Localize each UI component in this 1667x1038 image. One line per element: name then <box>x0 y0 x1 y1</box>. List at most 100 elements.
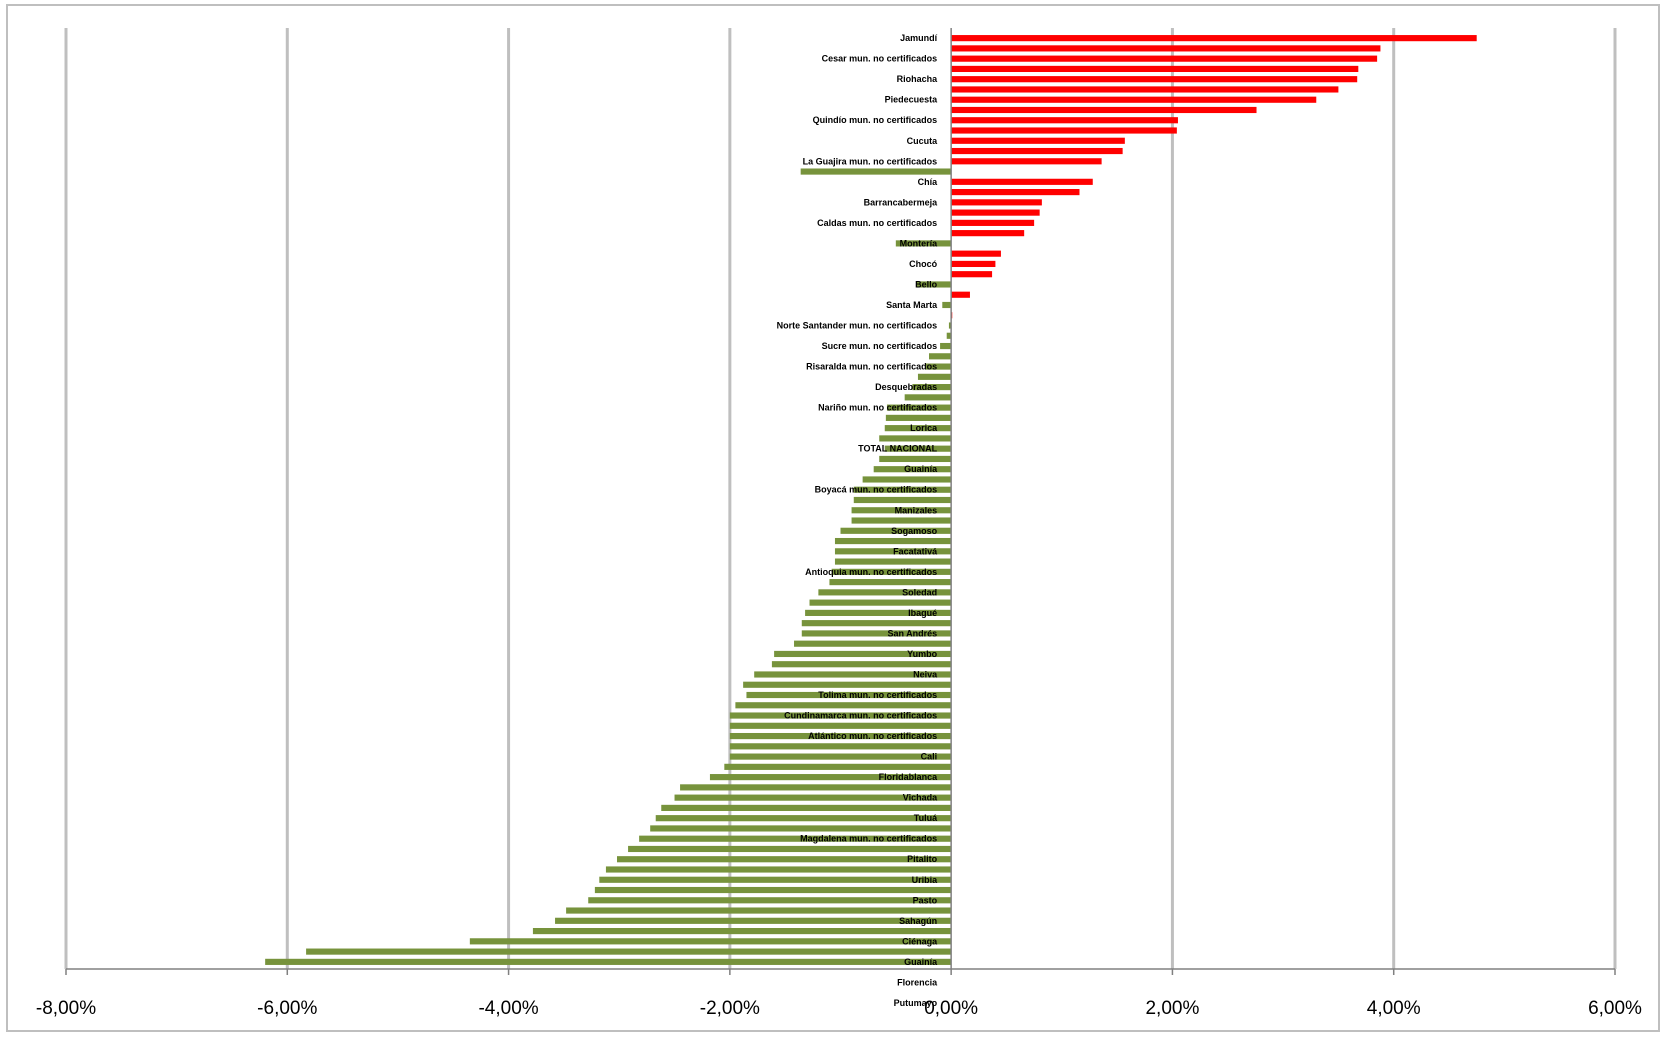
category-label: Cali <box>921 752 938 762</box>
bar <box>946 332 952 339</box>
bar <box>853 496 952 504</box>
category-label: Atlántico mun. no certificados <box>808 731 937 741</box>
category-label: Neiva <box>913 669 938 679</box>
bar <box>674 794 952 801</box>
category-label: Desquebradas <box>875 382 937 392</box>
category-label: Montería <box>900 238 938 248</box>
bar <box>566 907 952 914</box>
bar <box>951 35 1477 42</box>
bar <box>885 414 952 421</box>
category-label: Sucre mun. no certificados <box>822 341 938 351</box>
bar <box>605 866 952 873</box>
bar <box>951 117 1178 124</box>
category-label: Putumayo <box>894 998 938 1008</box>
bar <box>951 106 1257 114</box>
x-tick-label: -4,00% <box>478 998 538 1019</box>
category-label: Ciénaga <box>902 936 938 946</box>
bar <box>829 579 952 586</box>
category-label: Risaralda mun. no certificados <box>806 362 937 372</box>
category-label: Floridablanca <box>879 772 939 782</box>
bar <box>904 394 952 401</box>
bar <box>940 342 952 350</box>
gridlines <box>64 28 1617 969</box>
category-label: Bello <box>915 279 938 289</box>
bar <box>884 425 952 432</box>
bar <box>800 168 952 175</box>
category-label: Magdalena mun. no certificados <box>800 834 937 844</box>
bar <box>951 209 1040 216</box>
bars <box>265 35 1477 965</box>
category-labels: Jamundí Cesar mun. no certificados Riohach… <box>777 33 939 1008</box>
category-label: Sahagún <box>899 916 937 926</box>
category-label: Nariño mun. no certificados <box>818 403 937 413</box>
bar <box>951 96 1317 103</box>
category-label: Cundinamarca mun. no certificados <box>784 711 937 721</box>
bar <box>879 435 952 442</box>
bar <box>801 620 952 627</box>
category-label: Manizales <box>895 505 938 515</box>
bar <box>951 260 996 268</box>
bar <box>754 671 952 678</box>
category-label: Piedecuesta <box>885 95 939 105</box>
bar <box>951 219 1035 226</box>
category-label: Cesar mun. no certificados <box>822 54 938 64</box>
category-label: Uribia <box>912 875 939 885</box>
bar <box>639 835 952 842</box>
bar <box>532 927 952 935</box>
bar <box>917 373 952 380</box>
bar <box>834 548 952 555</box>
bar <box>951 55 1378 62</box>
bar <box>743 681 952 688</box>
bar <box>805 609 952 616</box>
bar <box>555 917 952 924</box>
bar <box>801 630 952 637</box>
category-label: La Guajira mun. no certificados <box>803 156 938 166</box>
x-tick-label: 0,00% <box>924 998 978 1019</box>
bar <box>951 76 1358 83</box>
axes <box>65 28 1616 975</box>
bar <box>469 938 952 945</box>
bar <box>746 691 952 699</box>
category-label: Soledad <box>902 587 937 597</box>
bar <box>951 45 1381 52</box>
bar <box>735 702 952 709</box>
bar <box>774 650 952 658</box>
category-label: Guainía <box>904 957 938 967</box>
category-label: Riohacha <box>897 74 939 84</box>
category-label: Lorica <box>910 423 938 433</box>
bar <box>951 86 1339 93</box>
bar <box>831 568 952 575</box>
category-label: Tuluá <box>914 813 938 823</box>
category-label: San Andrés <box>887 628 937 638</box>
x-tick-label: 4,00% <box>1367 998 1421 1019</box>
bar <box>873 466 952 473</box>
x-tick-label: -8,00% <box>36 998 96 1019</box>
category-label: Vichada <box>903 793 938 803</box>
x-tick-label: -2,00% <box>700 998 760 1019</box>
category-label: Norte Santander mun. no certificados <box>777 321 938 331</box>
bar <box>834 558 952 565</box>
bar <box>879 455 952 463</box>
bar <box>951 250 1001 257</box>
category-label: Yumbo <box>907 649 938 659</box>
category-label: Caldas mun. no certificados <box>817 218 937 228</box>
bar <box>851 517 952 524</box>
bar <box>884 445 952 452</box>
bar <box>680 784 952 791</box>
category-label: Sogamoso <box>891 526 938 536</box>
bar <box>951 271 993 278</box>
x-tick-label: 2,00% <box>1145 998 1199 1019</box>
x-tick-labels: -8,00% -6,00% -4,00% -2,00% 0,00% 2,00% 4,00% 6… <box>36 998 1642 1019</box>
bar <box>895 240 952 247</box>
bar <box>951 137 1125 144</box>
category-label: Chía <box>918 177 938 187</box>
category-label: Chocó <box>909 259 938 269</box>
category-label: Boyacá mun. no certificados <box>815 485 938 495</box>
bar <box>709 774 952 781</box>
category-label: Antioquia mun. no certificados <box>805 567 937 577</box>
bar <box>809 599 952 606</box>
category-label: Quindío mun. no certificados <box>813 115 938 125</box>
bar <box>951 230 1025 237</box>
bar <box>834 537 952 545</box>
bar <box>951 127 1177 134</box>
